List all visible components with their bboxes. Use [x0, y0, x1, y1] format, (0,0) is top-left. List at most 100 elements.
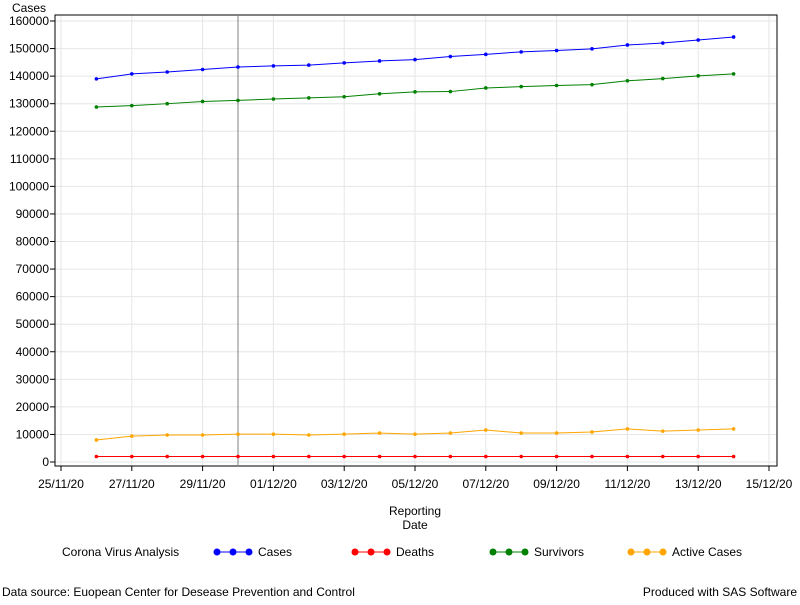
data-point — [342, 432, 347, 436]
x-tick-label: 27/11/20 — [109, 477, 155, 491]
legend-marker — [229, 548, 237, 556]
y-axis-label: Cases — [12, 1, 46, 15]
y-tick-label: 40000 — [16, 345, 50, 359]
data-point — [130, 434, 134, 438]
data-point — [661, 454, 665, 459]
y-tick-label: 60000 — [16, 290, 50, 304]
data-point — [731, 454, 736, 459]
x-axis-label: Reporting Date — [388, 504, 442, 532]
data-point — [661, 429, 665, 433]
data-point — [661, 76, 665, 81]
data-point — [413, 454, 417, 459]
data-point — [377, 59, 382, 63]
legend-marker — [505, 548, 513, 556]
data-point — [236, 454, 240, 459]
data-point — [625, 454, 630, 459]
data-point — [590, 430, 594, 434]
data-point — [94, 77, 99, 81]
data-point — [165, 101, 169, 106]
data-point — [130, 454, 134, 459]
legend-label: Cases — [258, 545, 292, 559]
y-tick-label: 100000 — [9, 179, 49, 193]
data-point — [342, 454, 347, 459]
y-tick-label: 110000 — [10, 152, 49, 166]
data-point — [554, 454, 559, 459]
y-tick-label: 140000 — [9, 69, 49, 83]
data-point — [625, 427, 630, 431]
data-point — [94, 438, 99, 442]
data-point — [200, 67, 205, 72]
data-point — [519, 50, 523, 54]
data-point — [519, 84, 523, 89]
data-point — [484, 52, 488, 57]
data-point — [377, 91, 382, 96]
data-point — [236, 98, 240, 103]
y-tick-label: 70000 — [16, 262, 50, 276]
data-point — [200, 99, 205, 104]
data-point — [696, 38, 700, 42]
data-point — [696, 74, 700, 78]
data-point — [413, 57, 417, 62]
data-point — [165, 454, 169, 459]
legend-label: Survivors — [534, 545, 584, 559]
y-tick-label: 20000 — [16, 400, 50, 414]
x-tick-label: 15/12/20 — [746, 477, 793, 491]
x-tick-label: 03/12/20 — [321, 477, 368, 491]
data-point — [271, 454, 276, 459]
legend-marker — [245, 548, 253, 556]
y-tick-label: 0 — [42, 455, 49, 469]
legend-marker — [643, 548, 651, 556]
data-point — [625, 43, 630, 47]
x-tick-label: 29/11/20 — [180, 477, 226, 491]
data-point — [236, 65, 240, 69]
x-tick-label: 11/12/20 — [604, 477, 650, 491]
y-tick-label: 10000 — [16, 427, 50, 441]
data-point — [625, 79, 630, 83]
data-point — [554, 431, 559, 435]
legend-label: Active Cases — [672, 545, 742, 559]
data-point — [342, 94, 347, 99]
data-point — [731, 427, 736, 431]
x-tick-label: 09/12/20 — [533, 477, 580, 491]
data-point — [377, 431, 382, 435]
data-point — [519, 431, 523, 435]
data-point — [130, 103, 134, 108]
data-point — [165, 433, 169, 437]
data-point — [236, 432, 240, 436]
data-point — [94, 105, 99, 109]
data-point — [590, 47, 594, 51]
data-point — [94, 454, 99, 459]
y-tick-label: 50000 — [16, 317, 50, 331]
data-point — [696, 454, 700, 459]
data-point — [590, 454, 594, 459]
data-point — [661, 41, 665, 45]
data-point — [484, 428, 488, 432]
data-point — [307, 96, 311, 100]
data-point — [130, 72, 134, 76]
legend-marker — [351, 548, 359, 556]
data-point — [200, 433, 205, 437]
y-tick-label: 90000 — [16, 207, 50, 221]
data-point — [731, 35, 736, 39]
footnote-right: Produced with SAS Software — [643, 585, 797, 599]
y-tick-label: 120000 — [9, 124, 49, 138]
x-tick-label: 07/12/20 — [462, 477, 509, 491]
legend-marker — [659, 548, 667, 556]
footnote-left: Data source: Euopean Center for Desease … — [2, 585, 355, 599]
y-tick-label: 160000 — [9, 14, 49, 28]
data-point — [307, 433, 311, 437]
legend-marker — [367, 548, 375, 556]
data-point — [200, 454, 205, 459]
legend-marker — [383, 548, 391, 556]
x-tick-label: 05/12/20 — [392, 477, 439, 491]
data-point — [271, 432, 276, 436]
data-point — [165, 70, 169, 74]
data-point — [271, 64, 276, 68]
data-point — [731, 72, 736, 76]
data-point — [484, 86, 488, 90]
x-tick-label: 25/11/20 — [38, 477, 84, 491]
data-point — [448, 54, 453, 59]
data-point — [377, 454, 382, 459]
x-tick-label: 13/12/20 — [675, 477, 722, 491]
